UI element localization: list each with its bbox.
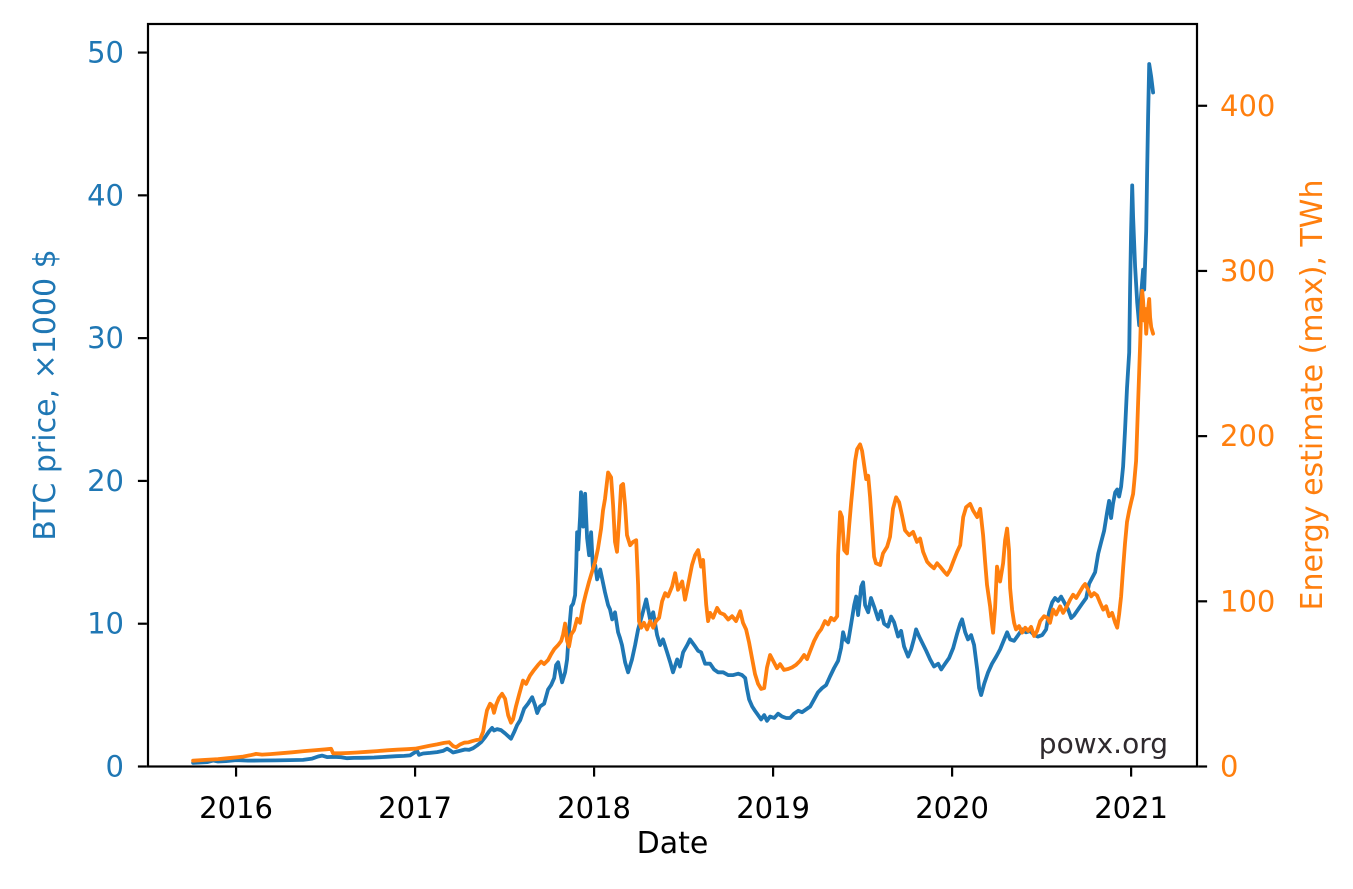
y-left-tick-label: 50 (87, 36, 124, 70)
x-tick-label: 2021 (1094, 791, 1168, 825)
y-right-tick-label: 200 (1220, 419, 1275, 453)
y-left-tick-label: 0 (106, 750, 124, 784)
y-left-tick-label: 10 (87, 607, 124, 641)
y-right-tick-label: 100 (1220, 584, 1275, 618)
x-tick-label: 2018 (557, 791, 631, 825)
x-tick-label: 2019 (736, 791, 810, 825)
y-axis-label-left: BTC price, ×1000 $ (28, 249, 63, 541)
y-right-tick-label: 400 (1220, 89, 1275, 123)
y-left-tick-label: 20 (87, 464, 124, 498)
y-left-tick-label: 40 (87, 178, 124, 212)
energy-estimate-line (191, 288, 1155, 763)
y-axis-label-right: Energy estimate (max), TWh (1295, 179, 1330, 611)
y-left-tick-label: 30 (87, 321, 124, 355)
y-right-tick-label: 300 (1220, 254, 1275, 288)
watermark-text: powx.org (1038, 727, 1168, 760)
y-right-tick-label: 0 (1220, 750, 1238, 784)
x-axis-label: Date (636, 826, 709, 861)
x-tick-label: 2020 (915, 791, 989, 825)
x-tick-label: 2017 (378, 791, 452, 825)
btc-price-line (191, 62, 1155, 765)
plot-frame (146, 22, 1199, 768)
x-tick-label: 2016 (199, 791, 273, 825)
